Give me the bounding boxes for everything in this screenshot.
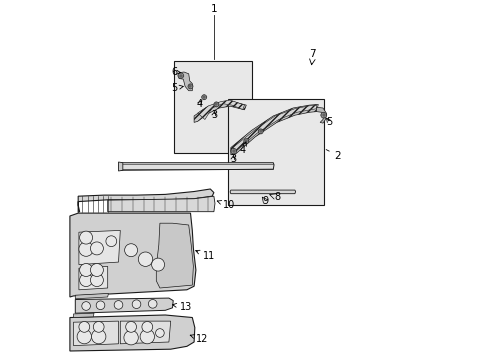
Text: 2: 2 — [325, 150, 341, 161]
Circle shape — [178, 73, 183, 78]
Circle shape — [90, 264, 103, 276]
Circle shape — [81, 302, 90, 310]
Bar — [174, 61, 251, 153]
Circle shape — [213, 102, 219, 107]
Circle shape — [91, 329, 106, 344]
Circle shape — [79, 242, 93, 256]
Polygon shape — [73, 313, 94, 318]
Circle shape — [140, 329, 154, 344]
Circle shape — [79, 321, 89, 332]
Circle shape — [90, 274, 103, 287]
Circle shape — [93, 321, 104, 332]
Polygon shape — [120, 321, 170, 344]
Polygon shape — [107, 196, 215, 212]
Polygon shape — [78, 189, 213, 212]
Polygon shape — [232, 105, 316, 151]
Circle shape — [114, 301, 122, 309]
Circle shape — [258, 129, 263, 134]
Polygon shape — [316, 107, 326, 123]
Circle shape — [230, 148, 236, 154]
Text: 4: 4 — [239, 142, 246, 156]
Polygon shape — [194, 101, 246, 122]
Text: 5: 5 — [325, 117, 331, 127]
Text: 9: 9 — [262, 196, 268, 206]
Polygon shape — [230, 190, 295, 194]
Circle shape — [125, 321, 136, 332]
Circle shape — [106, 236, 117, 247]
Circle shape — [77, 329, 91, 344]
Text: 13: 13 — [172, 302, 192, 312]
Circle shape — [187, 84, 193, 89]
Circle shape — [148, 300, 157, 308]
Polygon shape — [118, 162, 122, 171]
Text: 7: 7 — [308, 49, 315, 59]
Bar — [228, 99, 323, 205]
Polygon shape — [73, 321, 118, 346]
Text: 8: 8 — [273, 192, 280, 202]
Circle shape — [201, 95, 206, 100]
Text: 11: 11 — [195, 250, 215, 261]
Text: 10: 10 — [217, 200, 235, 210]
Polygon shape — [75, 298, 173, 313]
Circle shape — [123, 330, 138, 345]
Polygon shape — [230, 104, 318, 155]
Circle shape — [151, 258, 164, 271]
Polygon shape — [179, 72, 192, 91]
Polygon shape — [75, 293, 108, 299]
Polygon shape — [79, 230, 120, 265]
Polygon shape — [197, 100, 244, 120]
Polygon shape — [70, 213, 196, 297]
Circle shape — [90, 242, 103, 255]
Text: 12: 12 — [190, 334, 208, 344]
Text: 6: 6 — [171, 67, 180, 77]
Circle shape — [320, 112, 326, 118]
Polygon shape — [79, 266, 107, 290]
Circle shape — [80, 264, 92, 276]
Circle shape — [138, 252, 152, 266]
Text: 3: 3 — [210, 110, 217, 120]
Circle shape — [244, 139, 248, 144]
Circle shape — [96, 301, 104, 310]
Circle shape — [124, 244, 137, 257]
Circle shape — [142, 321, 152, 332]
Circle shape — [132, 300, 141, 309]
Circle shape — [80, 231, 92, 244]
Text: 5: 5 — [171, 83, 183, 93]
Circle shape — [80, 274, 92, 287]
Text: 4: 4 — [196, 99, 202, 109]
Polygon shape — [119, 163, 273, 170]
Text: 3: 3 — [229, 154, 236, 164]
Polygon shape — [156, 223, 193, 288]
Polygon shape — [70, 315, 194, 351]
Circle shape — [155, 329, 164, 337]
Text: 1: 1 — [210, 4, 217, 14]
